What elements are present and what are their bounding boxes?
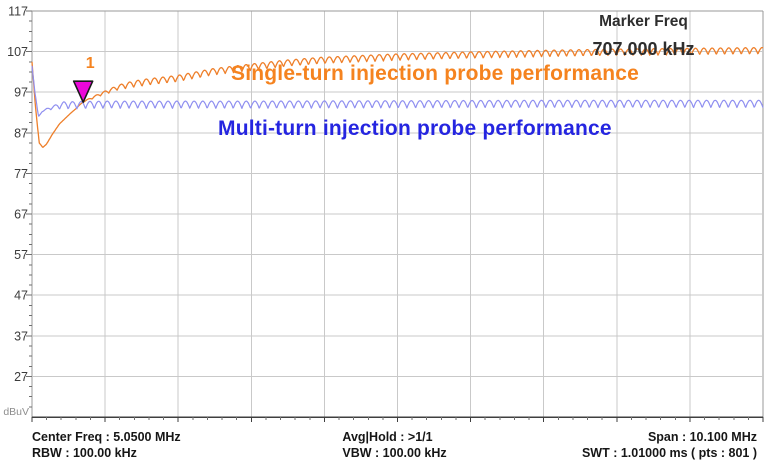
span-readout: Span : 10.100 MHz xyxy=(647,430,758,444)
y-axis-unit-label: dBuV xyxy=(3,406,29,418)
rbw-readout: RBW : 100.00 kHz xyxy=(32,445,137,460)
y-axis-tick-label: 57 xyxy=(14,248,28,262)
y-axis-tick-label: 37 xyxy=(14,329,28,343)
avg-hold-readout: Avg|Hold : >1/1 xyxy=(342,430,433,444)
y-axis-tick-label: 97 xyxy=(14,86,28,100)
trace-single-turn xyxy=(31,46,764,148)
trace-multi-turn xyxy=(31,65,764,117)
y-axis-tick-label: 67 xyxy=(14,208,28,222)
y-axis-tick-label: 47 xyxy=(14,289,28,303)
settings-center: Avg|Hold : >1/1 VBW : 100.00 kHz xyxy=(274,430,516,461)
marker-freq-label: Marker Freq xyxy=(599,13,688,30)
marker-freq-value: 707.000 kHz xyxy=(592,39,695,59)
spectrum-plot: 117 107 97 87 77 67 57 47 37 27 1 xyxy=(7,5,764,422)
single-turn-annotation: Single-turn injection probe performance xyxy=(231,62,640,85)
y-axis-tick-label: 107 xyxy=(7,45,28,59)
multi-turn-annotation: Multi-turn injection probe performance xyxy=(218,117,612,140)
marker-triangle[interactable] xyxy=(72,80,94,103)
settings-bar: Center Freq : 5.0500 MHz RBW : 100.00 kH… xyxy=(0,430,768,461)
y-axis-tick-label: 87 xyxy=(14,126,28,140)
marker-freq-readout: Marker Freq 707.000 kHz xyxy=(556,13,731,59)
y-axis-tick-label: 117 xyxy=(8,5,28,19)
vbw-readout: VBW : 100.00 kHz xyxy=(342,445,447,460)
swt-readout: SWT : 1.01000 ms ( pts : 801 ) xyxy=(581,445,758,460)
marker-number-label: 1 xyxy=(86,55,95,72)
settings-right: Span : 10.100 MHz SWT : 1.01000 ms ( pts… xyxy=(515,430,768,461)
y-axis-tick-label: 27 xyxy=(14,370,28,384)
center-freq-readout: Center Freq : 5.0500 MHz xyxy=(32,430,181,444)
y-axis-tick-label: 77 xyxy=(14,167,28,181)
settings-left: Center Freq : 5.0500 MHz RBW : 100.00 kH… xyxy=(0,430,274,461)
